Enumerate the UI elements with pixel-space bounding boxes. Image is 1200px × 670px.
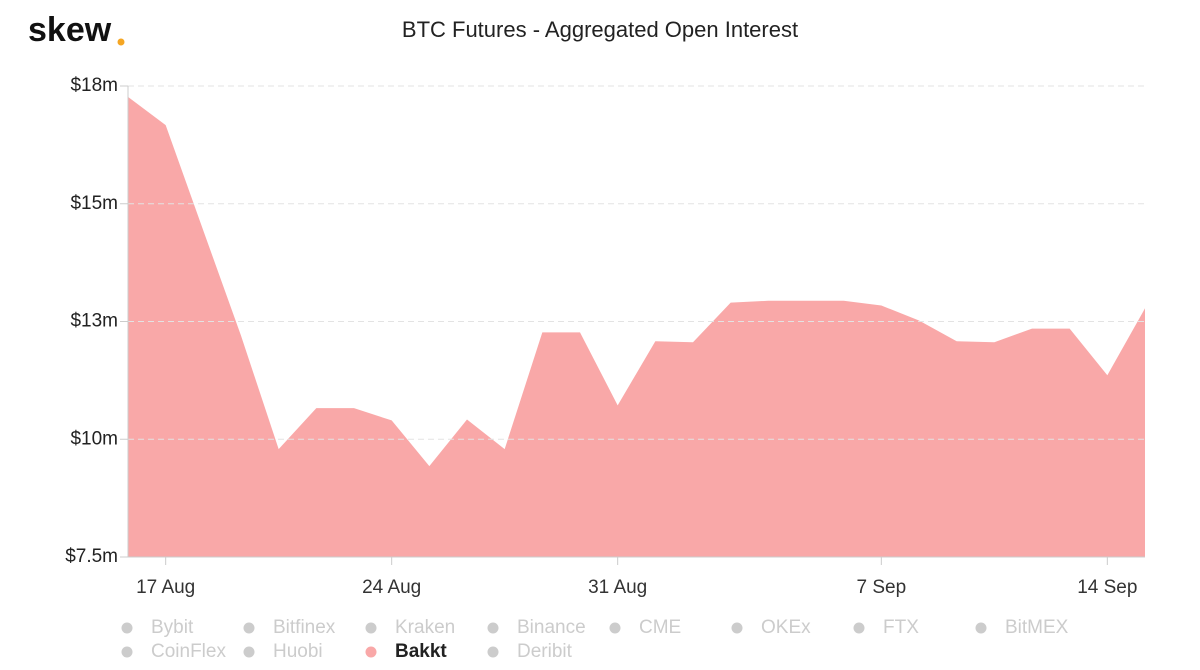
legend-marker — [609, 622, 621, 634]
y-tick-label: $13m — [70, 311, 118, 332]
area — [128, 96, 1145, 557]
y-tick-label: $18m — [70, 75, 118, 96]
legend-marker — [731, 622, 743, 634]
legend-marker — [243, 622, 255, 634]
legend-label: Kraken — [395, 617, 455, 638]
legend-marker — [365, 646, 377, 658]
legend-label: Huobi — [273, 641, 323, 662]
legend-item[interactable]: Bakkt — [365, 641, 448, 662]
legend-item[interactable]: Deribit — [487, 641, 573, 662]
legend-label: Bybit — [151, 617, 194, 638]
legend-item[interactable]: CME — [609, 617, 682, 638]
legend-label: Bakkt — [395, 641, 447, 662]
legend-marker — [121, 622, 133, 634]
legend-label: OKEx — [761, 617, 811, 638]
legend-marker — [975, 622, 987, 634]
legend-label: Deribit — [517, 641, 573, 662]
x-tick-label: 14 Sep — [1077, 577, 1137, 598]
legend-item[interactable]: CoinFlex — [121, 641, 227, 662]
x-tick-label: 24 Aug — [362, 577, 421, 598]
chart-title: BTC Futures - Aggregated Open Interest — [402, 17, 798, 42]
legend-label: FTX — [883, 617, 919, 638]
legend-marker — [121, 646, 133, 658]
legend-item[interactable]: Kraken — [365, 617, 456, 638]
legend-label: Bitfinex — [273, 617, 336, 638]
x-tick-label: 7 Sep — [857, 577, 907, 598]
legend-label: CME — [639, 617, 681, 638]
logo-dot — [117, 38, 125, 46]
legend-marker — [487, 622, 499, 634]
legend-item[interactable]: OKEx — [731, 617, 812, 638]
legend-label: CoinFlex — [151, 641, 226, 662]
x-tick-label: 31 Aug — [588, 577, 647, 598]
x-tick-label: 17 Aug — [136, 577, 195, 598]
legend-item[interactable]: Bitfinex — [243, 617, 336, 638]
y-tick-label: $15m — [70, 193, 118, 214]
legend-item[interactable]: Binance — [487, 617, 586, 638]
legend-item[interactable]: BitMEX — [975, 617, 1069, 638]
legend-marker — [487, 646, 499, 658]
legend-marker — [365, 622, 377, 634]
legend-marker — [243, 646, 255, 658]
y-tick-label: $7.5m — [65, 546, 118, 567]
legend-item[interactable]: Bybit — [121, 617, 194, 638]
logo: skew — [28, 11, 112, 49]
legend-item[interactable]: Huobi — [243, 641, 323, 662]
legend-item[interactable]: FTX — [853, 617, 920, 638]
y-tick-label: $10m — [70, 428, 118, 449]
legend-label: BitMEX — [1005, 617, 1069, 638]
legend-marker — [853, 622, 865, 634]
legend-label: Binance — [517, 617, 586, 638]
